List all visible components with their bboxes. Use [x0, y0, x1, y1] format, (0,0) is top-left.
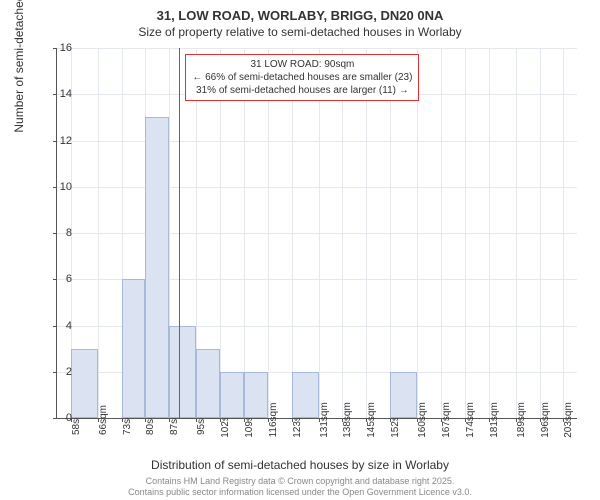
ytick-label: 10 [48, 181, 72, 193]
xtick-label: 189sqm [516, 402, 527, 438]
grid-line-h [57, 48, 577, 49]
xtick-label: 116sqm [268, 403, 279, 438]
grid-line-v [292, 48, 293, 418]
chart-container: 31, LOW ROAD, WORLABY, BRIGG, DN20 0NA S… [0, 0, 600, 500]
grid-line-v [342, 48, 343, 418]
grid-line-v [98, 48, 99, 418]
histogram-bar [71, 349, 98, 418]
grid-line-v [563, 48, 564, 418]
x-axis-label: Distribution of semi-detached houses by … [0, 458, 600, 472]
reference-line [179, 48, 180, 418]
histogram-bar [244, 372, 268, 418]
histogram-bar [169, 326, 196, 419]
xtick-label: 160sqm [417, 402, 428, 438]
grid-line-v [366, 48, 367, 418]
xtick-label: 196sqm [540, 402, 551, 438]
ytick-label: 0 [48, 412, 72, 424]
grid-line-v [441, 48, 442, 418]
annotation-line-1: 31 LOW ROAD: 90sqm [192, 58, 412, 71]
xtick-label: 145sqm [366, 402, 377, 438]
ytick-label: 2 [48, 366, 72, 378]
xtick-label: 138sqm [342, 402, 353, 438]
grid-line-v [390, 48, 391, 418]
xtick-label: 174sqm [465, 402, 476, 438]
ytick-label: 8 [48, 227, 72, 239]
ytick-label: 6 [48, 273, 72, 285]
grid-line-v [268, 48, 269, 418]
grid-line-h [57, 233, 577, 234]
footer-line-1: Contains HM Land Registry data © Crown c… [0, 476, 600, 487]
grid-line-v [465, 48, 466, 418]
histogram-bar [220, 372, 244, 418]
annotation-line-2: ← 66% of semi-detached houses are smalle… [192, 71, 412, 84]
plot-area: 58sqm66sqm73sqm80sqm87sqm95sqm102sqm109s… [56, 48, 577, 419]
ytick-label: 4 [48, 320, 72, 332]
ytick-label: 16 [48, 42, 72, 54]
histogram-bar [122, 279, 146, 418]
xtick-label: 203sqm [563, 402, 574, 438]
xtick-label: 131sqm [319, 402, 330, 438]
grid-line-v [489, 48, 490, 418]
chart-title-sub: Size of property relative to semi-detach… [0, 23, 600, 39]
grid-line-v [417, 48, 418, 418]
xtick-label: 167sqm [441, 402, 452, 438]
grid-line-h [57, 187, 577, 188]
ytick-label: 12 [48, 135, 72, 147]
histogram-bar [292, 372, 319, 418]
footer-line-2: Contains public sector information licen… [0, 487, 600, 498]
grid-line-v [244, 48, 245, 418]
grid-line-v [516, 48, 517, 418]
y-axis-label: Number of semi-detached properties [12, 0, 26, 133]
chart-footer: Contains HM Land Registry data © Crown c… [0, 476, 600, 498]
grid-line-v [319, 48, 320, 418]
grid-line-v [540, 48, 541, 418]
ytick-label: 14 [48, 88, 72, 100]
histogram-bar [196, 349, 220, 418]
annotation-box: 31 LOW ROAD: 90sqm← 66% of semi-detached… [185, 54, 419, 101]
annotation-line-3: 31% of semi-detached houses are larger (… [192, 84, 412, 97]
chart-title-main: 31, LOW ROAD, WORLABY, BRIGG, DN20 0NA [0, 0, 600, 23]
histogram-bar [145, 117, 169, 418]
grid-line-h [57, 141, 577, 142]
xtick-label: 181sqm [489, 402, 500, 438]
xtick-label: 66sqm [98, 405, 109, 435]
histogram-bar [390, 372, 417, 418]
grid-line-v [220, 48, 221, 418]
